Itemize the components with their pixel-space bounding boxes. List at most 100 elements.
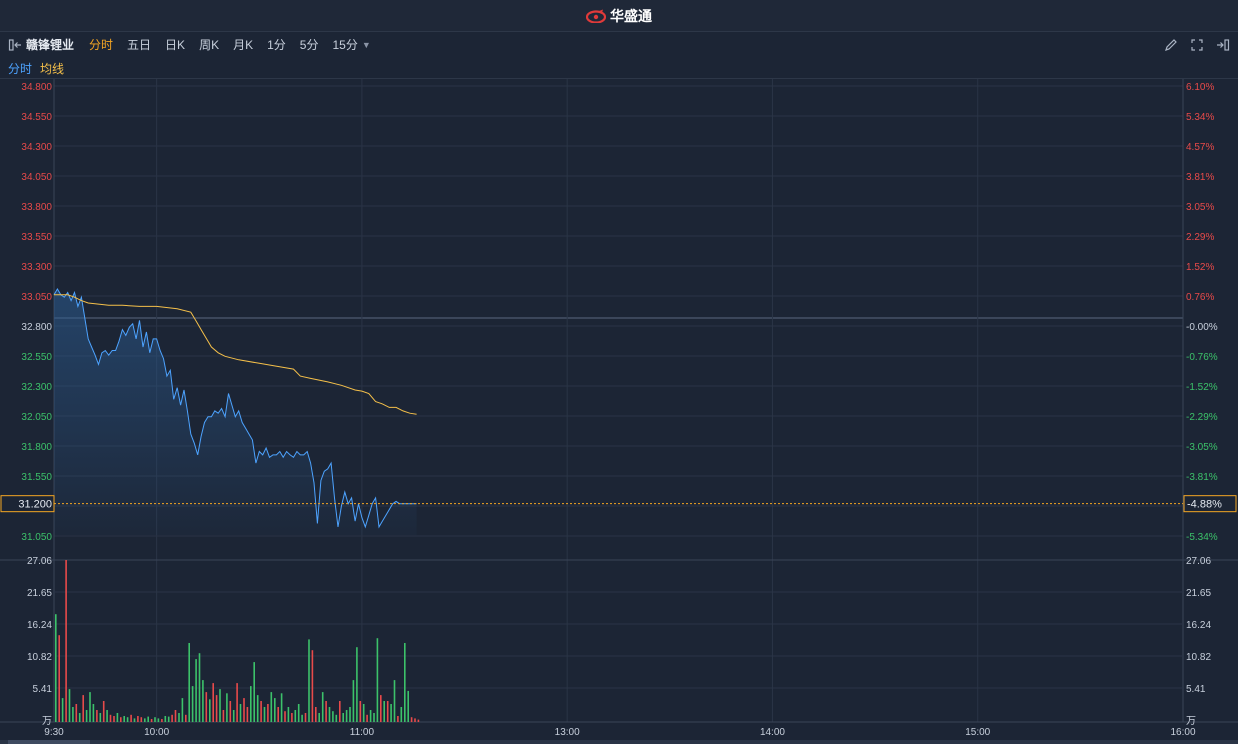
tab-fenshi[interactable]: 分时 — [89, 38, 114, 52]
percent-tick-label: -0.76% — [1186, 352, 1218, 363]
percent-tick-label: -0.00% — [1186, 322, 1218, 333]
volume-bar — [102, 701, 105, 722]
volume-bar — [349, 707, 351, 722]
time-scroll-thumb[interactable] — [8, 740, 90, 744]
volume-bar — [410, 717, 413, 722]
volume-bar — [356, 647, 358, 722]
volume-bar — [58, 635, 60, 722]
volume-bar — [209, 699, 211, 722]
volume-bar — [393, 680, 396, 722]
tab-daily-k[interactable]: 日K — [165, 38, 186, 52]
last-price-label: 31.200 — [18, 499, 52, 511]
volume-bar — [315, 707, 317, 722]
pencil-icon[interactable] — [1164, 38, 1178, 52]
price-area-fill — [54, 289, 417, 535]
brand: 华盛通 — [586, 6, 652, 26]
volume-bar — [342, 713, 344, 722]
price-tick-label: 33.300 — [21, 262, 52, 273]
volume-bar — [243, 698, 245, 722]
volume-bar — [321, 692, 324, 722]
time-tick-label: 16:00 — [1170, 727, 1195, 738]
volume-bar — [188, 643, 190, 722]
volume-bar — [229, 701, 232, 722]
tab-monthly-k[interactable]: 月K — [233, 38, 254, 52]
volume-bar — [380, 695, 382, 722]
volume-bar — [68, 689, 71, 722]
volume-tick-label: 27.06 — [27, 556, 52, 567]
time-scroll-track[interactable] — [0, 740, 1238, 744]
tab-1min[interactable]: 1分 — [267, 38, 286, 52]
volume-bar — [318, 713, 320, 722]
volume-bar — [92, 704, 95, 722]
percent-tick-label: 5.34% — [1186, 112, 1214, 123]
last-change-box — [1183, 495, 1237, 513]
volume-tick-label-right: 27.06 — [1186, 556, 1211, 567]
volume-bar — [291, 713, 293, 722]
volume-bar — [226, 693, 228, 722]
timeframe-dropdown-icon[interactable]: ▼ — [361, 39, 371, 50]
volume-tick-label: 10.82 — [27, 652, 52, 663]
volume-bar — [383, 701, 385, 722]
volume-bar — [376, 638, 379, 722]
volume-bar — [332, 711, 334, 722]
volume-bar — [126, 717, 129, 722]
tab-weekly-k[interactable]: 周K — [199, 38, 220, 52]
volume-bar — [294, 710, 297, 722]
volume-bar — [236, 683, 238, 722]
collapse-panel-icon[interactable] — [8, 38, 22, 52]
tab-five-day[interactable]: 五日 — [127, 38, 152, 52]
volume-tick-label: 万 — [42, 716, 52, 727]
volume-bar — [304, 713, 307, 722]
volume-bar — [301, 714, 303, 722]
percent-tick-label: -3.81% — [1186, 472, 1218, 483]
brand-name: 华盛通 — [610, 7, 652, 24]
chart-background — [0, 79, 1238, 740]
price-tick-label: 34.050 — [21, 172, 52, 183]
expand-panel-icon[interactable] — [1216, 38, 1230, 52]
volume-bar — [263, 707, 266, 722]
volume-bar — [120, 717, 122, 722]
volume-bar — [195, 659, 197, 722]
volume-bar — [65, 560, 67, 722]
volume-bar — [185, 714, 187, 722]
volume-bar — [82, 695, 84, 722]
volume-bar — [89, 692, 91, 722]
volume-bar — [417, 719, 420, 722]
volume-bar — [181, 698, 184, 722]
symbol-name: 赣锋锂业 — [26, 38, 75, 52]
legend-average-line[interactable]: 均线 — [40, 61, 65, 76]
volume-bar — [106, 710, 108, 722]
volume-bar — [212, 683, 214, 722]
volume-bar — [123, 716, 125, 722]
symbol-selector[interactable]: 赣锋锂业 — [8, 36, 74, 53]
volume-bar — [400, 707, 403, 722]
volume-bar — [130, 714, 132, 722]
intraday-chart[interactable]: 34.800 6.10% 34.550 5.34% 34.300 4.57% 34.050 3… — [0, 79, 1238, 740]
volume-bar — [414, 718, 416, 722]
brand-logo-icon — [586, 9, 606, 23]
volume-bar — [308, 639, 310, 722]
volume-bar — [137, 716, 139, 722]
volume-bar — [133, 718, 136, 722]
title-bar: 华盛通 — [0, 0, 1238, 32]
volume-bar — [390, 704, 392, 722]
volume-bar — [335, 714, 338, 722]
volume-bar — [113, 716, 115, 722]
percent-tick-label: 2.29% — [1186, 232, 1214, 243]
price-tick-label: 34.550 — [21, 112, 52, 123]
legend-price-line[interactable]: 分时 — [8, 61, 33, 76]
time-tick-label: 15:00 — [965, 727, 990, 738]
volume-tick-label: 21.65 — [27, 588, 52, 599]
volume-bar — [366, 714, 368, 722]
volume-bar — [277, 707, 279, 722]
chart-tools — [1164, 38, 1230, 52]
volume-bar — [311, 650, 314, 722]
volume-bar — [202, 680, 204, 722]
tab-15min[interactable]: 15分 — [332, 38, 358, 52]
volume-bar — [260, 701, 262, 722]
volume-bar — [167, 716, 170, 722]
tab-5min[interactable]: 5分 — [299, 38, 319, 52]
percent-tick-label: 3.81% — [1186, 172, 1214, 183]
fullscreen-icon[interactable] — [1190, 38, 1204, 52]
